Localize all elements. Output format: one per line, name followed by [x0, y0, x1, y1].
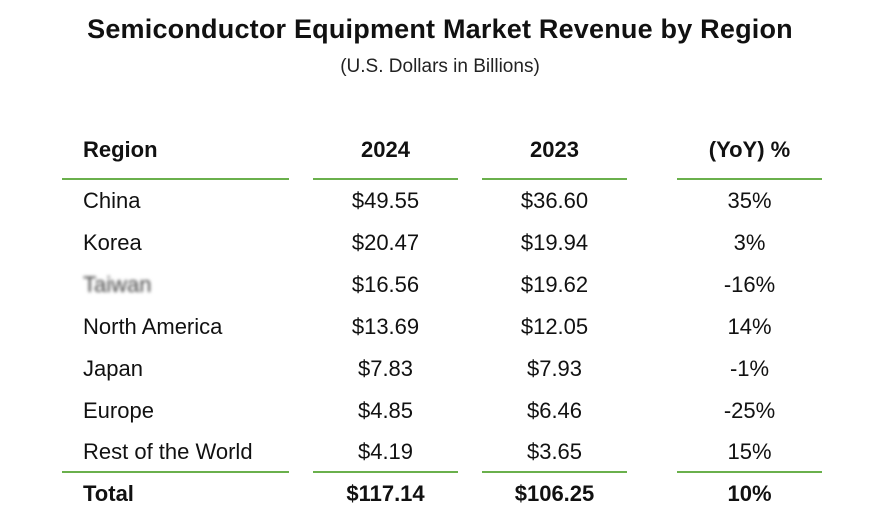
table-row-2024: $4.85: [357, 398, 414, 423]
table-row-region: Korea: [83, 230, 142, 255]
table-row-yoy: 15%: [727, 439, 772, 464]
total-2024: $117.14: [346, 481, 425, 506]
table-row-2024: $4.19: [357, 439, 414, 464]
table-row-2023: $36.60: [520, 188, 589, 213]
total-divider: [677, 471, 822, 473]
table-row-yoy: -16%: [723, 272, 776, 297]
table-row-2024: $13.69: [351, 314, 420, 339]
table-row-2023: $3.65: [526, 439, 583, 464]
table-row-2023: $19.62: [520, 272, 589, 297]
table-row-2024: $49.55: [351, 188, 420, 213]
header-2023: 2023: [530, 137, 579, 162]
total-label: Total: [83, 481, 134, 506]
table-row-yoy: 3%: [733, 230, 766, 255]
table-row-2024: $16.56: [351, 272, 420, 297]
table-row-yoy: -25%: [723, 398, 776, 423]
table-row-region: Taiwan: [83, 272, 152, 297]
table-row-2023: $7.93: [526, 356, 583, 381]
page-subtitle: (U.S. Dollars in Billions): [340, 56, 540, 77]
total-2023: $106.25: [514, 481, 595, 506]
header-divider: [677, 178, 822, 180]
header-region: Region: [83, 137, 158, 162]
table-row-region: Europe: [83, 398, 154, 423]
header-2024: 2024: [361, 137, 410, 162]
table-row-2024: $7.83: [357, 356, 414, 381]
table-row-2023: $19.94: [520, 230, 589, 255]
total-divider: [313, 471, 458, 473]
total-divider: [62, 471, 289, 473]
total-divider: [482, 471, 627, 473]
table-row-region: Rest of the World: [83, 439, 253, 464]
table-row-yoy: 14%: [727, 314, 772, 339]
table-row-2023: $6.46: [526, 398, 583, 423]
header-divider: [62, 178, 289, 180]
table-row-region: North America: [83, 314, 223, 339]
header-yoy: (YoY) %: [708, 137, 791, 162]
table-row-yoy: 35%: [727, 188, 772, 213]
table-row-2023: $12.05: [520, 314, 589, 339]
total-yoy: 10%: [727, 481, 772, 506]
table-row-region: Japan: [83, 356, 143, 381]
page-title: Semiconductor Equipment Market Revenue b…: [87, 14, 793, 44]
header-divider: [482, 178, 627, 180]
table-row-region: China: [83, 188, 141, 213]
header-divider: [313, 178, 458, 180]
table-row-yoy: -1%: [729, 356, 770, 381]
table-row-2024: $20.47: [351, 230, 420, 255]
